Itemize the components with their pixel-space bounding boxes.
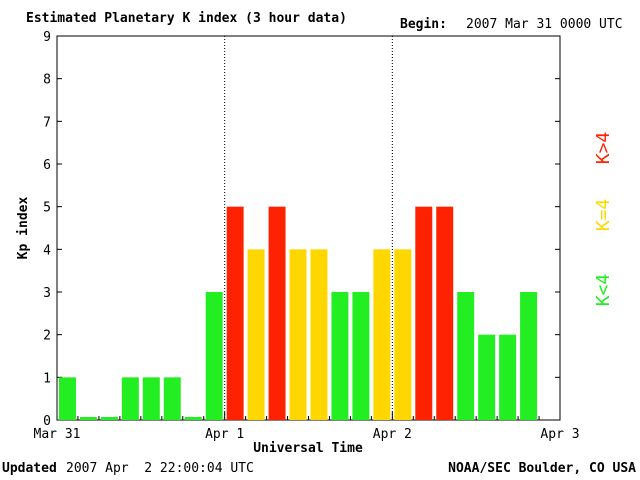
y-tick-label: 7	[43, 115, 51, 130]
legend-high: K>4	[593, 132, 614, 165]
kp-bar	[247, 249, 265, 420]
kp-bar	[415, 206, 433, 420]
y-tick-label: 0	[43, 414, 51, 429]
kp-bar	[226, 206, 244, 420]
x-tick-label: Mar 31	[34, 427, 81, 442]
kp-bar	[163, 377, 181, 420]
source-credit: NOAA/SEC Boulder, CO USA	[448, 461, 636, 476]
kp-bar	[59, 377, 76, 420]
kp-bar	[457, 292, 475, 420]
x-tick-label: Apr 2	[373, 427, 412, 442]
y-tick-label: 2	[43, 329, 51, 344]
kp-bar	[436, 206, 454, 420]
kp-bar	[394, 249, 412, 420]
plot-area: 0 1 2 3 4 5 6 7 8 9 Mar 31 Apr 1 Apr 2 Apr 3	[34, 30, 580, 442]
chart-title: Estimated Planetary K index (3 hour data…	[26, 11, 347, 26]
begin-label: Begin:	[400, 17, 447, 32]
y-tick-label: 1	[43, 371, 51, 386]
legend-mid: K=4	[593, 199, 614, 232]
y-tick-label: 6	[43, 158, 51, 173]
kp-bar	[268, 206, 286, 420]
updated-label: Updated	[2, 461, 57, 476]
kp-bar	[79, 417, 97, 420]
kp-bar	[142, 377, 160, 420]
kp-bar	[331, 292, 349, 420]
kp-bar	[184, 417, 202, 420]
kp-bar	[310, 249, 328, 420]
y-tick-label: 9	[43, 30, 51, 45]
kp-bar	[100, 417, 118, 420]
x-tick-label: Apr 1	[205, 427, 244, 442]
x-axis-label: Universal Time	[253, 441, 363, 456]
kp-bar	[121, 377, 139, 420]
kp-bar	[373, 249, 391, 420]
kp-bar	[205, 292, 223, 420]
kp-bar	[520, 292, 538, 420]
y-tick-label: 5	[43, 201, 51, 216]
begin-value: 2007 Mar 31 0000 UTC	[466, 17, 623, 32]
y-axis-label: Kp index	[16, 197, 31, 260]
kp-bar	[478, 334, 496, 420]
y-tick-label: 3	[43, 286, 51, 301]
updated-value: 2007 Apr 2 22:00:04 UTC	[66, 461, 254, 476]
x-tick-label: Apr 3	[540, 427, 579, 442]
y-tick-label: 8	[43, 73, 51, 88]
legend-low: K<4	[593, 274, 614, 307]
y-tick-label: 4	[43, 243, 51, 258]
kp-bar	[499, 334, 517, 420]
kp-bar	[289, 249, 307, 420]
kp-bar	[352, 292, 370, 420]
